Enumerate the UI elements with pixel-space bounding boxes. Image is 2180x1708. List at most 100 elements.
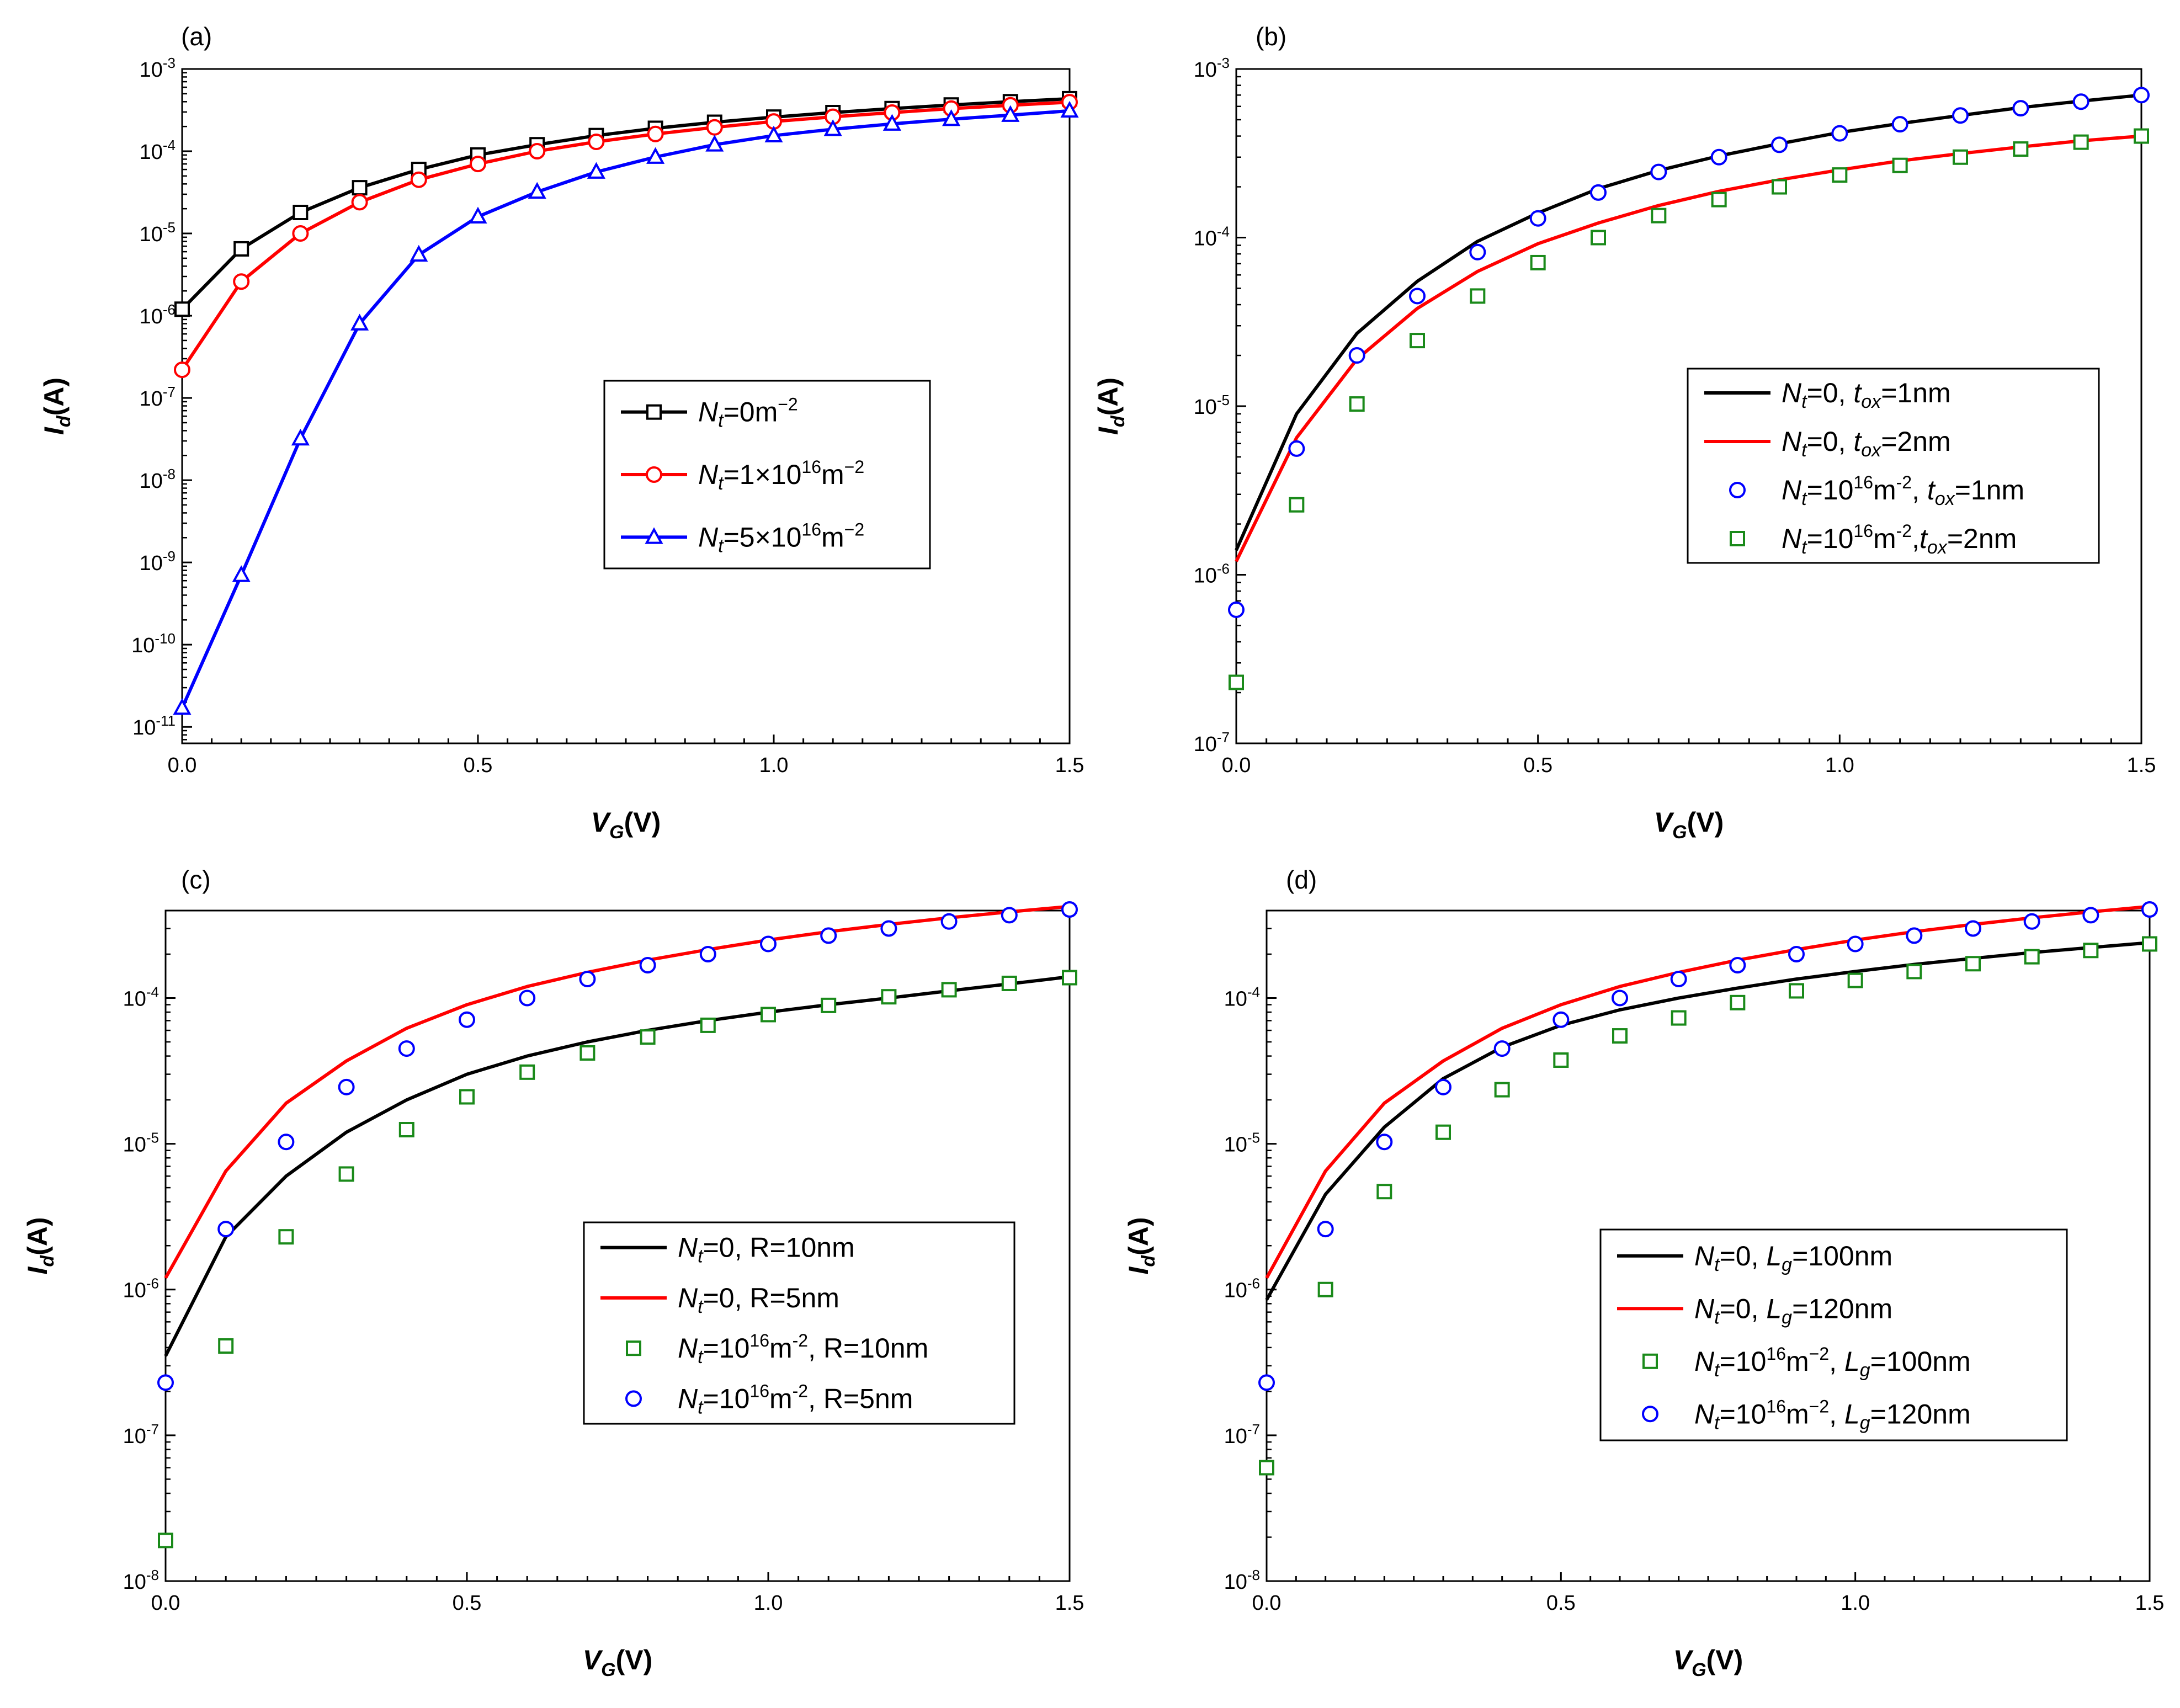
y-tick-label: 10-5 <box>123 1130 159 1157</box>
series-line <box>180 100 1070 371</box>
y-axis-title: Id(A) <box>1093 377 1129 435</box>
legend: Nt=0, R=10nm Nt=0, R=5nm Nt=1016m-2, R=10n… <box>583 1221 1015 1425</box>
data-point <box>1001 975 1017 991</box>
data-point <box>1469 243 1486 260</box>
legend-marker <box>1730 531 1745 546</box>
series-3 <box>173 100 1079 715</box>
data-point <box>1891 116 1908 133</box>
y-tick-label: 10-3 <box>140 55 176 82</box>
y-axis-title: Id(A) <box>1123 1217 1159 1274</box>
legend-marker <box>1729 482 1746 498</box>
data-point <box>1591 230 1606 246</box>
legend-marker <box>625 1390 642 1407</box>
data-point <box>1847 972 1863 988</box>
y-tick-label: 10-5 <box>1194 392 1230 419</box>
data-point <box>233 273 250 290</box>
x-tick-label: 1.0 <box>1841 1592 1870 1615</box>
data-point <box>350 313 369 331</box>
panel-label: (d) <box>1286 865 1317 894</box>
data-point <box>2023 913 2040 930</box>
series-1 <box>174 91 1077 317</box>
data-point <box>278 1229 294 1245</box>
y-tick-label: 10-4 <box>1194 224 1230 251</box>
data-point <box>761 1007 776 1023</box>
data-point <box>646 147 665 164</box>
x-tick-label: 0.0 <box>151 1592 180 1615</box>
data-point <box>1772 179 1787 195</box>
data-point <box>398 1122 414 1138</box>
data-point <box>640 1029 656 1045</box>
series-line <box>1235 134 2142 562</box>
data-point <box>1906 927 1923 944</box>
data-point <box>218 1338 234 1354</box>
y-tick-label: 10-7 <box>1194 729 1230 756</box>
y-tick-label: 10-3 <box>1194 55 1230 82</box>
series-1 <box>1265 941 2150 1301</box>
data-point <box>278 1134 295 1151</box>
y-tick-label: 10-4 <box>123 983 159 1010</box>
y-tick-label: 10-8 <box>1224 1567 1260 1594</box>
data-point <box>1317 1281 1333 1297</box>
data-point <box>1258 1374 1275 1391</box>
data-point <box>174 301 190 317</box>
series-2 <box>174 94 1078 379</box>
data-point <box>1409 288 1426 305</box>
data-point <box>2142 936 2157 952</box>
data-point <box>1001 907 1018 924</box>
legend: Nt=0, Lg=100nm Nt=0, Lg=120nm Nt=1016m−2, … <box>1599 1228 2068 1441</box>
series-4 <box>1258 901 2158 1391</box>
series-line <box>1235 93 2142 551</box>
legend-label: Nt=0, Lg=100nm <box>1694 1241 1892 1275</box>
series-3 <box>1259 936 2157 1476</box>
x-axis-title: VG(V) <box>591 807 661 843</box>
data-point <box>1317 1221 1334 1238</box>
x-tick-label: 1.5 <box>2135 1592 2165 1615</box>
y-tick-label: 10-7 <box>1224 1421 1260 1448</box>
series-2 <box>164 904 1070 1279</box>
legend-box <box>1599 1228 2068 1441</box>
legend-label: Nt=1016m-2, tox=1nm <box>1782 472 2024 509</box>
data-point <box>700 1017 716 1033</box>
data-point <box>820 927 837 944</box>
chart-panel-b: 0.0 0.5 1.0 1.5 10-7 10-6 10-5 10-4 10-3 (b) VG(V)… <box>1093 22 2156 843</box>
series-line <box>180 109 1070 709</box>
data-point <box>2024 949 2040 965</box>
y-tick-label: 10-10 <box>131 630 176 657</box>
y-tick-label: 10-9 <box>140 548 176 575</box>
data-point <box>1612 989 1628 1007</box>
data-point <box>1552 1011 1570 1028</box>
series-1 <box>164 975 1070 1357</box>
chart-panel-a: 0.0 0.5 1.0 1.5 10-11 10-10 10-9 10-8 10-7 10-6 10… <box>39 22 1084 843</box>
data-point <box>1529 210 1546 227</box>
legend-marker <box>646 466 662 483</box>
data-point <box>1289 497 1305 513</box>
x-tick-label: 0.5 <box>1546 1592 1576 1615</box>
data-point <box>1788 945 1805 962</box>
legend-label: Nt=1016m-2, R=10nm <box>678 1331 928 1368</box>
legend-box <box>583 1221 1015 1425</box>
data-point <box>1553 1052 1569 1068</box>
x-tick-label: 1.5 <box>1055 754 1084 777</box>
data-point <box>157 1374 174 1391</box>
y-tick-label: 10-8 <box>140 466 176 493</box>
legend-label: Nt=1016m−2, Lg=120nm <box>1694 1396 1971 1433</box>
data-point <box>2013 141 2029 157</box>
data-point <box>2083 943 2099 959</box>
data-point <box>1348 347 1365 364</box>
legend-label: Nt=0, R=5nm <box>678 1283 839 1317</box>
series-line <box>180 97 1070 311</box>
data-point <box>459 1089 475 1105</box>
data-point <box>705 135 724 152</box>
x-tick-label: 1.5 <box>1055 1592 1084 1615</box>
data-point <box>528 182 546 199</box>
data-point <box>352 180 368 196</box>
data-point <box>1711 191 1727 207</box>
legend-label: Nt=5×1016m−2 <box>698 519 864 556</box>
y-axis-title: Id(A) <box>39 377 75 435</box>
data-point <box>1953 149 1968 165</box>
data-point <box>338 1166 354 1182</box>
data-point <box>2012 100 2029 117</box>
data-point <box>1906 964 1922 980</box>
data-point <box>1729 956 1746 973</box>
